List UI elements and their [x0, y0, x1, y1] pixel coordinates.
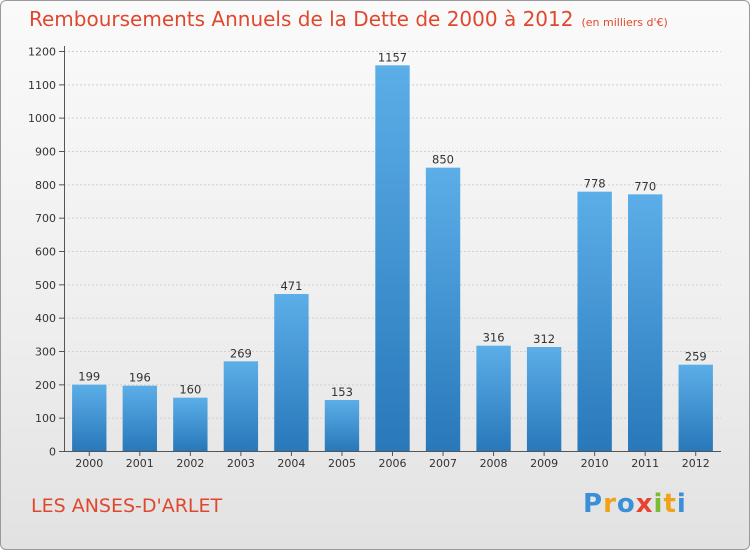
data-label: 259: [685, 350, 707, 364]
y-tick-label: 800: [35, 179, 56, 192]
logo-letter: i: [654, 489, 664, 519]
x-tick-label: 2004: [277, 457, 305, 470]
logo-letter: P: [583, 489, 603, 519]
x-tick-label: 2003: [227, 457, 255, 470]
data-label: 199: [78, 370, 100, 384]
y-tick-label: 1100: [28, 79, 56, 92]
x-tick-label: 2002: [176, 457, 204, 470]
bars: [72, 65, 713, 451]
x-tick-label: 2008: [480, 457, 508, 470]
bar-2005: [325, 400, 359, 451]
data-label: 1157: [378, 50, 407, 64]
x-tick-label: 2011: [631, 457, 659, 470]
data-label: 196: [129, 371, 151, 385]
logo-letter: i: [677, 489, 687, 519]
y-tick-label: 400: [35, 312, 56, 325]
x-tick-label: 2010: [581, 457, 609, 470]
y-tick-label: 0: [49, 446, 56, 459]
logo-letter: o: [617, 489, 636, 519]
bar-2007: [426, 168, 460, 451]
data-label: 153: [331, 385, 353, 399]
logo-letter: r: [603, 489, 617, 519]
bar-2004: [274, 294, 308, 451]
bar-2002: [173, 398, 207, 451]
bar-2000: [72, 385, 106, 451]
y-tick-label: 1000: [28, 112, 56, 125]
x-axis: 2000 2001 2002 2003 2004 2005 2006 2007 2008 2009…: [64, 451, 721, 470]
x-tick-label: 2009: [530, 457, 558, 470]
x-tick-label: 2005: [328, 457, 356, 470]
x-tick-label: 2000: [75, 457, 103, 470]
y-tick-label: 700: [35, 212, 56, 225]
y-tick-label: 300: [35, 346, 56, 359]
logo-letter: x: [636, 489, 654, 519]
x-tick-label: 2007: [429, 457, 457, 470]
y-tick-label: 1200: [28, 46, 56, 59]
data-label: 850: [432, 153, 454, 167]
bar-2012: [679, 365, 713, 451]
logo-letter: t: [663, 489, 676, 519]
bar-chart: 0 100 200 300 400 500 600 700 800 900 1000 1100 1200…: [1, 1, 749, 549]
y-tick-label: 600: [35, 246, 56, 259]
y-axis: 0 100 200 300 400 500 600 700 800 900 1000 1100 1200: [28, 46, 65, 459]
bar-2011: [628, 194, 662, 451]
proxiti-logo: Proxiti: [583, 489, 687, 519]
y-tick-label: 200: [35, 379, 56, 392]
commune-name: LES ANSES-D'ARLET: [31, 495, 222, 517]
chart-frame: Remboursements Annuels de la Dette de 20…: [0, 0, 750, 550]
x-tick-label: 2001: [126, 457, 154, 470]
data-label: 160: [179, 383, 201, 397]
x-tick-label: 2012: [682, 457, 710, 470]
x-tick-label: 2006: [379, 457, 407, 470]
data-label: 312: [533, 332, 555, 346]
bar-2003: [224, 361, 258, 451]
bar-2006: [375, 65, 409, 451]
bar-2009: [527, 347, 561, 451]
data-label: 778: [584, 177, 606, 191]
y-tick-label: 100: [35, 412, 56, 425]
data-label: 471: [280, 279, 302, 293]
bar-2001: [123, 386, 157, 451]
y-tick-label: 500: [35, 279, 56, 292]
data-label: 770: [634, 179, 656, 193]
y-tick-label: 900: [35, 146, 56, 159]
bar-2008: [476, 346, 510, 451]
bar-2010: [577, 192, 611, 451]
data-label: 269: [230, 346, 252, 360]
data-label: 316: [483, 331, 505, 345]
